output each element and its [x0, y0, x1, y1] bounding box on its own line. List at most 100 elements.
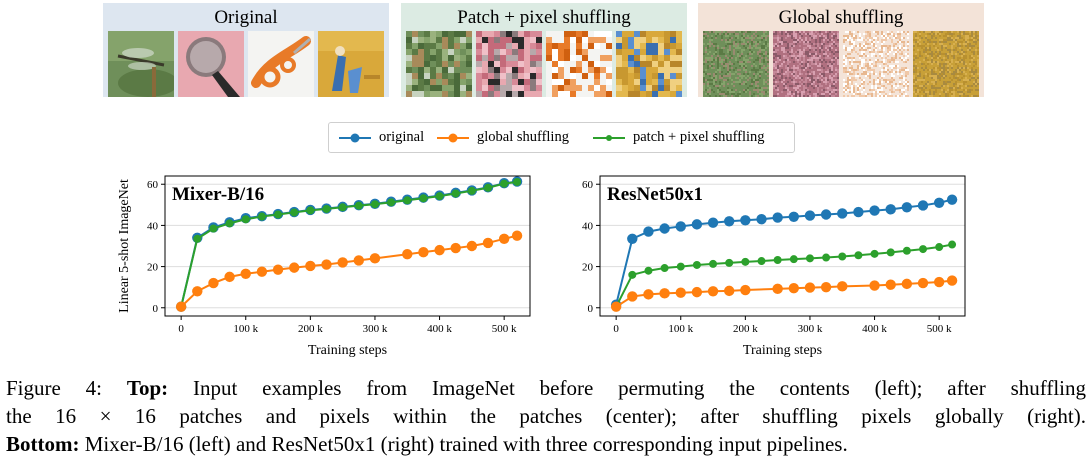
data-point-original — [885, 204, 896, 215]
thumbnail-shuffled-dragonfly — [406, 31, 472, 97]
data-point-global-shuffling — [740, 284, 751, 296]
y-tick-label: 40 — [582, 220, 594, 232]
data-point-patch-pixel-shuffling — [644, 266, 653, 275]
data-point-global-shuffling — [369, 253, 381, 264]
data-point-global-shuffling — [788, 283, 800, 294]
data-point-global-shuffling — [837, 281, 848, 292]
legend-label-patch-pixel-shuffling: patch + pixel shuffling — [633, 129, 765, 145]
data-point-global-shuffling — [224, 271, 235, 283]
legend-item-original: original — [339, 123, 424, 152]
data-point-patch-pixel-shuffling — [948, 240, 957, 249]
x-tick-label: 200 k — [298, 323, 323, 335]
chart-title: Mixer-B/16 — [172, 184, 264, 205]
original-panel-title: Original — [214, 7, 278, 28]
data-point-patch-pixel-shuffling — [725, 258, 734, 267]
data-point-global-shuffling — [353, 255, 365, 266]
data-point-global-shuffling — [804, 282, 816, 293]
caption-bottom-label: Bottom: — [6, 432, 80, 456]
data-point-patch-pixel-shuffling — [387, 198, 396, 207]
data-point-original — [901, 202, 913, 213]
data-point-original — [643, 226, 654, 237]
data-point-patch-pixel-shuffling — [306, 206, 315, 215]
data-point-patch-pixel-shuffling — [241, 215, 250, 224]
data-point-global-shuffling — [402, 249, 413, 260]
data-point-original — [659, 223, 670, 234]
y-tick-label: 0 — [153, 303, 159, 315]
data-point-patch-pixel-shuffling — [257, 212, 266, 221]
caption-top-label: Top: — [126, 376, 169, 400]
caption-line-1: Figure 4: Top: Input examples from Image… — [6, 374, 1086, 402]
caption-top-text: Input examples from ImageNet before perm… — [193, 376, 1087, 400]
thumbnail-shuffled-microphone — [476, 31, 542, 97]
thumbnail-noise-green — [703, 31, 769, 97]
series-line-patch-pixel-shuffling — [180, 180, 518, 307]
data-point-original — [675, 221, 686, 232]
thumbnail-noise-peach — [843, 31, 909, 97]
data-point-original — [724, 216, 735, 227]
thumbnail-painting — [318, 31, 384, 97]
data-point-global-shuffling — [466, 240, 478, 252]
data-point-original — [933, 197, 945, 208]
series-line-original — [615, 198, 953, 305]
caption-line-3: Bottom: Mixer-B/16 (left) and ResNet50x1… — [6, 430, 1086, 458]
data-point-global-shuffling — [933, 276, 945, 288]
data-point-patch-pixel-shuffling — [225, 219, 234, 228]
y-tick-label: 20 — [147, 262, 159, 274]
data-point-patch-pixel-shuffling — [354, 201, 363, 210]
data-point-global-shuffling — [240, 268, 251, 279]
data-point-global-shuffling — [885, 279, 896, 290]
data-point-global-shuffling — [869, 280, 880, 291]
data-point-patch-pixel-shuffling — [919, 245, 928, 254]
chart-resnet50x1: 0 20 40 60 0 100 k 200 k 300 k 400 k 500 k ResNet5… — [582, 175, 966, 358]
legend: original global shuffling patch + pixel … — [328, 122, 795, 153]
data-point-global-shuffling — [901, 278, 913, 290]
data-point-original — [917, 200, 929, 211]
caption-line-2: the 16 × 16 patches and pixels within th… — [6, 404, 1086, 428]
original-panel: Original — [103, 3, 389, 97]
data-point-patch-pixel-shuffling — [773, 256, 782, 264]
data-point-original — [837, 208, 848, 219]
legend-item-patch-pixel-shuffling: patch + pixel shuffling — [593, 123, 765, 152]
data-point-patch-pixel-shuffling — [902, 246, 911, 255]
global-shuffle-panel: Global shuffling — [698, 3, 984, 97]
x-tick-label: 500 k — [492, 323, 517, 335]
data-point-patch-pixel-shuffling — [484, 183, 493, 192]
thumbnail-noise-pink — [773, 31, 839, 97]
data-point-original — [820, 209, 832, 220]
global-shuffle-panel-title: Global shuffling — [778, 7, 904, 28]
legend-label-global-shuffling: global shuffling — [477, 129, 569, 145]
data-point-global-shuffling — [450, 242, 461, 254]
data-point-global-shuffling — [659, 288, 670, 299]
data-point-global-shuffling — [498, 233, 510, 244]
data-point-global-shuffling — [675, 287, 686, 298]
data-point-patch-pixel-shuffling — [628, 270, 637, 279]
data-point-global-shuffling — [289, 262, 300, 273]
data-point-original — [740, 215, 751, 226]
x-tick-label: 100 k — [668, 323, 693, 335]
y-tick-label: 0 — [588, 303, 594, 315]
data-point-global-shuffling — [643, 289, 654, 300]
data-point-global-shuffling — [256, 266, 268, 277]
data-point-patch-pixel-shuffling — [822, 253, 831, 262]
y-axis-label: Linear 5-shot ImageNet — [117, 179, 132, 313]
data-point-patch-pixel-shuffling — [290, 208, 299, 217]
data-point-patch-pixel-shuffling — [370, 200, 379, 209]
legend-marker-global-shuffling — [437, 133, 469, 142]
data-point-global-shuffling — [175, 301, 187, 312]
data-point-patch-pixel-shuffling — [193, 234, 202, 243]
data-point-global-shuffling — [724, 285, 735, 297]
data-point-patch-pixel-shuffling — [838, 252, 847, 261]
data-point-global-shuffling — [321, 259, 332, 270]
data-point-patch-pixel-shuffling — [322, 204, 331, 213]
data-point-patch-pixel-shuffling — [209, 224, 218, 233]
y-tick-label: 60 — [582, 179, 594, 191]
data-point-patch-pixel-shuffling — [403, 196, 412, 205]
data-point-patch-pixel-shuffling — [757, 257, 766, 266]
plot-frame — [164, 175, 531, 317]
data-point-patch-pixel-shuffling — [870, 249, 879, 258]
x-tick-label: 500 k — [927, 323, 952, 335]
data-point-global-shuffling — [707, 286, 719, 297]
legend-marker-patch-pixel-shuffling — [593, 134, 625, 141]
data-point-patch-pixel-shuffling — [274, 210, 283, 219]
data-point-global-shuffling — [627, 291, 638, 302]
